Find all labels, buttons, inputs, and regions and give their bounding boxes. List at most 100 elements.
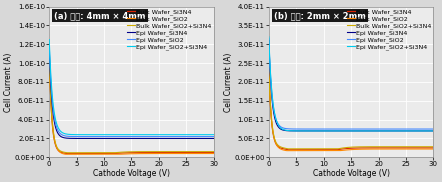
Bulk Wafer_SiO2 (266, 66, 271, 68)
Epi Wafer_Si3N4 (309, 130, 314, 132)
Epi Wafer_Si3N4 (295, 130, 301, 132)
Epi Wafer_Si3N4 (376, 130, 381, 132)
Bulk Wafer_SiO2 (121, 153, 126, 155)
Line: Bulk Wafer_SiO2+Si3N4: Bulk Wafer_SiO2+Si3N4 (269, 71, 433, 149)
Bulk Wafer_Si3N4 (76, 152, 81, 155)
Bulk Wafer_SiO2+Si3N4 (157, 151, 162, 153)
Legend: Bulk Wafer_Si3N4, Bulk Wafer_SiO2, Bulk Wafer_SiO2+Si3N4, Epi Wafer_Si3N4, Epi W: Bulk Wafer_Si3N4, Bulk Wafer_SiO2, Bulk … (127, 8, 213, 50)
Bulk Wafer_Si3N4 (144, 151, 149, 154)
Epi Wafer_Si3N4 (431, 130, 436, 132)
Line: Epi Wafer_Si3N4: Epi Wafer_Si3N4 (269, 41, 433, 131)
Epi Wafer_Si3N4 (363, 130, 369, 132)
Epi Wafer_Si3N4 (89, 137, 94, 140)
Epi Wafer_SiO2+Si3N4 (144, 134, 149, 136)
Epi Wafer_Si3N4 (156, 137, 162, 140)
Bulk Wafer_SiO2 (171, 152, 176, 155)
Epi Wafer_SiO2+Si3N4 (309, 130, 314, 132)
Text: (b) 픽셀: 2mm × 2mm: (b) 픽셀: 2mm × 2mm (274, 11, 366, 20)
Bulk Wafer_SiO2+Si3N4 (286, 148, 291, 150)
Epi Wafer_Si3N4 (46, 48, 52, 50)
Line: Bulk Wafer_Si3N4: Bulk Wafer_Si3N4 (269, 69, 433, 150)
Epi Wafer_Si3N4 (211, 137, 217, 140)
Bulk Wafer_SiO2 (76, 153, 81, 155)
Epi Wafer_SiO2+Si3N4 (76, 134, 81, 136)
X-axis label: Cathode Voltage (V): Cathode Voltage (V) (312, 169, 389, 178)
Bulk Wafer_SiO2+Si3N4 (309, 148, 314, 150)
Bulk Wafer_SiO2 (296, 150, 301, 152)
Line: Epi Wafer_SiO2+Si3N4: Epi Wafer_SiO2+Si3N4 (269, 37, 433, 131)
Bulk Wafer_Si3N4 (65, 152, 70, 155)
Bulk Wafer_Si3N4 (211, 151, 217, 154)
Epi Wafer_SiO2 (363, 128, 369, 130)
Bulk Wafer_SiO2 (157, 152, 162, 155)
Line: Epi Wafer_SiO2: Epi Wafer_SiO2 (49, 44, 214, 136)
Epi Wafer_SiO2 (389, 128, 394, 130)
Bulk Wafer_SiO2 (341, 149, 346, 151)
Bulk Wafer_SiO2 (89, 153, 95, 155)
Line: Epi Wafer_Si3N4: Epi Wafer_Si3N4 (49, 49, 214, 139)
Epi Wafer_SiO2+Si3N4 (341, 130, 346, 132)
Bulk Wafer_SiO2+Si3N4 (211, 151, 217, 153)
Epi Wafer_SiO2+Si3N4 (179, 134, 184, 136)
Epi Wafer_SiO2 (431, 128, 436, 130)
Bulk Wafer_SiO2+Si3N4 (363, 146, 369, 148)
Bulk Wafer_SiO2+Si3N4 (431, 146, 436, 148)
Epi Wafer_SiO2+Si3N4 (376, 130, 381, 132)
Bulk Wafer_Si3N4 (157, 151, 162, 154)
Bulk Wafer_SiO2+Si3N4 (121, 151, 126, 153)
Bulk Wafer_SiO2 (390, 148, 396, 150)
Bulk Wafer_Si3N4 (363, 147, 369, 149)
Epi Wafer_SiO2+Si3N4 (89, 134, 94, 136)
Line: Bulk Wafer_SiO2: Bulk Wafer_SiO2 (269, 67, 433, 151)
Line: Bulk Wafer_Si3N4: Bulk Wafer_Si3N4 (49, 56, 214, 153)
Epi Wafer_Si3N4 (384, 130, 389, 132)
Bulk Wafer_SiO2+Si3N4 (296, 148, 301, 150)
Line: Epi Wafer_SiO2: Epi Wafer_SiO2 (269, 39, 433, 129)
Bulk Wafer_Si3N4 (341, 148, 346, 150)
Bulk Wafer_SiO2+Si3N4 (171, 151, 176, 153)
Epi Wafer_SiO2+Si3N4 (390, 130, 395, 132)
Epi Wafer_SiO2+Si3N4 (266, 36, 271, 38)
Y-axis label: Cell Current (A): Cell Current (A) (4, 52, 13, 112)
Bulk Wafer_Si3N4 (121, 152, 126, 154)
Bulk Wafer_SiO2 (211, 152, 217, 155)
Line: Bulk Wafer_SiO2: Bulk Wafer_SiO2 (49, 52, 214, 154)
Bulk Wafer_SiO2+Si3N4 (341, 147, 346, 149)
Bulk Wafer_Si3N4 (390, 147, 396, 149)
Bulk Wafer_SiO2 (63, 153, 69, 155)
Epi Wafer_SiO2+Si3N4 (431, 130, 436, 132)
Bulk Wafer_Si3N4 (171, 151, 176, 154)
Bulk Wafer_SiO2 (144, 153, 149, 155)
Bulk Wafer_Si3N4 (431, 147, 436, 149)
Bulk Wafer_Si3N4 (296, 149, 301, 151)
Epi Wafer_SiO2 (46, 43, 52, 46)
Bulk Wafer_SiO2+Si3N4 (266, 70, 271, 72)
Bulk Wafer_Si3N4 (309, 149, 314, 151)
Epi Wafer_SiO2+Si3N4 (121, 134, 126, 136)
Bulk Wafer_SiO2+Si3N4 (89, 152, 95, 154)
Epi Wafer_SiO2 (144, 135, 149, 138)
Epi Wafer_SiO2+Si3N4 (211, 134, 217, 136)
Epi Wafer_SiO2+Si3N4 (363, 130, 369, 132)
Epi Wafer_SiO2 (341, 128, 346, 130)
Bulk Wafer_SiO2 (309, 150, 314, 152)
Epi Wafer_SiO2 (376, 128, 381, 130)
Epi Wafer_Si3N4 (341, 130, 346, 132)
Epi Wafer_SiO2+Si3N4 (156, 134, 162, 136)
Epi Wafer_SiO2+Si3N4 (399, 130, 404, 132)
Epi Wafer_SiO2 (295, 128, 301, 130)
Bulk Wafer_SiO2+Si3N4 (76, 152, 81, 154)
Bulk Wafer_SiO2 (46, 51, 52, 53)
Line: Epi Wafer_SiO2+Si3N4: Epi Wafer_SiO2+Si3N4 (49, 40, 214, 135)
Epi Wafer_Si3N4 (171, 137, 176, 140)
Epi Wafer_Si3N4 (76, 137, 81, 140)
Epi Wafer_SiO2+Si3N4 (46, 39, 52, 41)
Bulk Wafer_SiO2 (376, 148, 381, 150)
Bulk Wafer_Si3N4 (286, 149, 291, 151)
Epi Wafer_SiO2 (76, 135, 81, 138)
Text: (a) 픽셀: 4mm × 4mm: (a) 픽셀: 4mm × 4mm (54, 11, 146, 20)
Bulk Wafer_Si3N4 (46, 55, 52, 57)
Epi Wafer_SiO2 (156, 135, 162, 138)
Bulk Wafer_SiO2+Si3N4 (144, 151, 149, 153)
Epi Wafer_SiO2 (121, 135, 126, 138)
